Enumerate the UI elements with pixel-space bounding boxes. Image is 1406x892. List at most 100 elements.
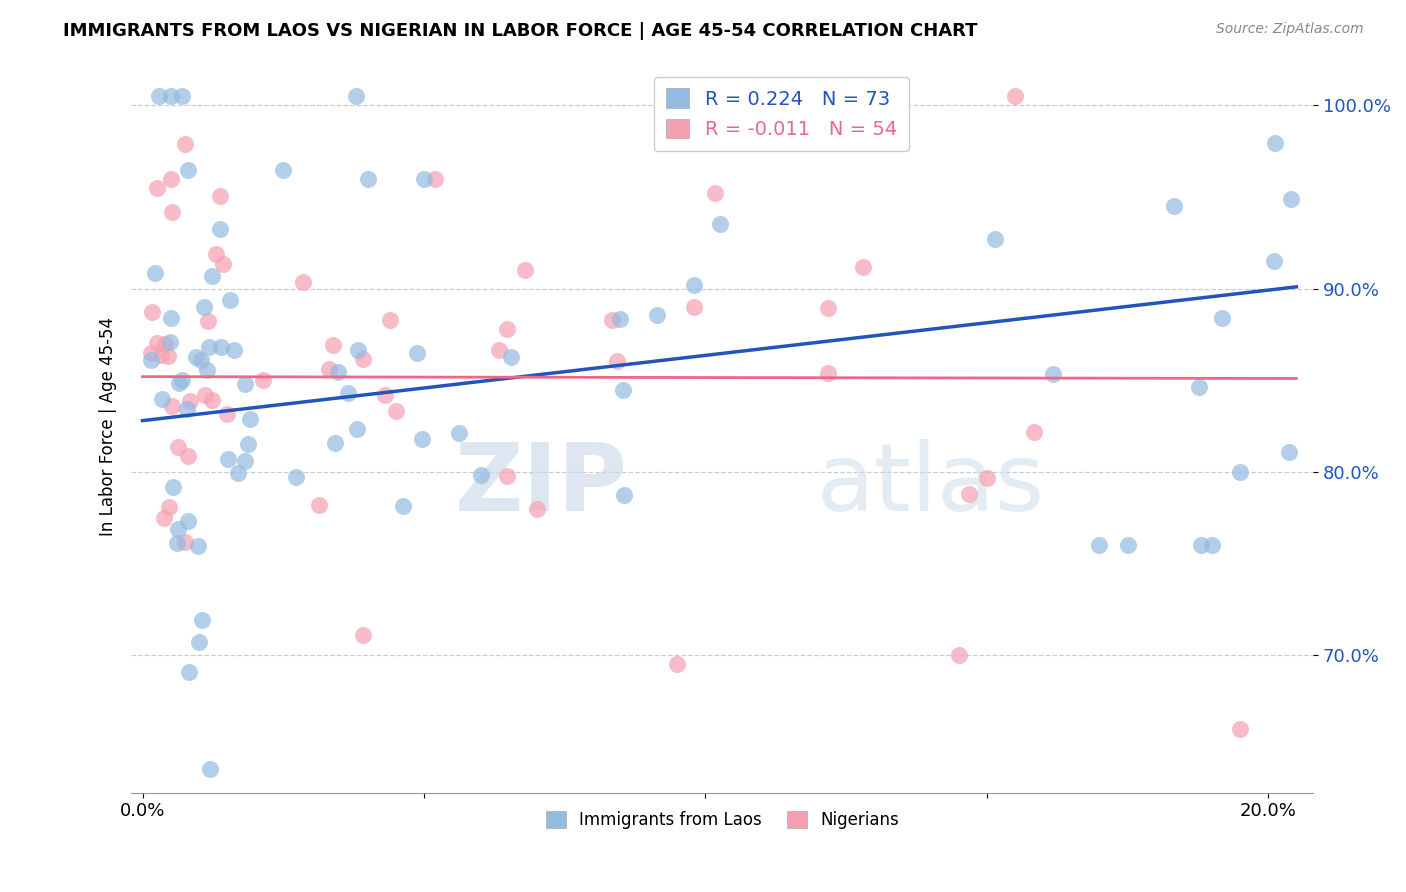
Point (1042, 367, 1064, 381)
Point (159, 89, 181, 103)
Point (194, 388, 217, 402)
Point (817, 366, 839, 380)
Point (170, 373, 193, 387)
Point (170, 89, 193, 103)
Point (1088, 538, 1111, 552)
Point (177, 449, 200, 463)
Point (174, 535, 197, 549)
Point (378, 313, 401, 327)
Point (186, 350, 208, 364)
Point (344, 89, 367, 103)
Point (160, 205, 183, 219)
Point (645, 308, 668, 322)
Point (347, 343, 370, 357)
Point (188, 635, 211, 649)
Point (352, 628, 374, 642)
Point (323, 435, 346, 450)
Point (166, 535, 188, 549)
Point (1278, 445, 1301, 459)
Point (208, 222, 231, 236)
Point (141, 345, 163, 359)
Point (236, 437, 259, 451)
Point (226, 467, 249, 481)
Point (150, 348, 173, 362)
Point (162, 399, 184, 413)
Point (222, 343, 245, 358)
Point (1211, 310, 1233, 325)
Point (526, 501, 548, 516)
Point (413, 171, 436, 186)
Point (984, 232, 1007, 246)
Point (198, 340, 221, 354)
Point (153, 337, 176, 351)
Point (198, 762, 221, 776)
Text: atlas: atlas (817, 439, 1045, 531)
Point (190, 614, 212, 628)
Point (166, 522, 188, 536)
Point (425, 171, 447, 186)
Point (201, 393, 224, 408)
Point (197, 314, 219, 328)
Point (308, 498, 330, 512)
Point (488, 343, 510, 357)
Point (159, 171, 181, 186)
Point (157, 500, 180, 514)
Point (1022, 425, 1045, 439)
Point (1004, 89, 1026, 103)
Point (346, 422, 368, 436)
Point (177, 665, 200, 679)
Point (613, 488, 636, 502)
Point (156, 349, 179, 363)
Point (411, 432, 433, 446)
Point (337, 386, 360, 401)
Point (384, 403, 406, 417)
Point (145, 335, 167, 350)
Point (193, 301, 215, 315)
Point (201, 268, 224, 283)
Text: ZIP: ZIP (454, 439, 627, 531)
Point (166, 440, 188, 454)
Point (141, 304, 163, 318)
Point (496, 469, 519, 483)
Point (162, 480, 184, 494)
Point (209, 340, 232, 354)
Point (957, 486, 980, 500)
Point (704, 186, 727, 201)
Point (1188, 380, 1211, 394)
Point (1189, 538, 1212, 552)
Point (1229, 465, 1251, 479)
Point (190, 353, 212, 368)
Point (159, 334, 181, 349)
Point (150, 392, 173, 406)
Point (146, 181, 169, 195)
Point (217, 452, 239, 467)
Point (284, 470, 307, 484)
Point (948, 648, 970, 663)
Point (683, 300, 706, 314)
Point (1163, 199, 1185, 213)
Point (139, 352, 162, 367)
Point (501, 350, 523, 364)
Point (406, 345, 429, 359)
Point (352, 351, 374, 366)
Point (1229, 722, 1251, 736)
Point (176, 402, 198, 417)
Point (235, 377, 257, 392)
Y-axis label: In Labor Force | Age 45-54: In Labor Force | Age 45-54 (100, 317, 117, 535)
Point (612, 383, 634, 397)
Point (322, 337, 344, 351)
Text: IMMIGRANTS FROM LAOS VS NIGERIAN IN LABOR FORCE | AGE 45-54 CORRELATION CHART: IMMIGRANTS FROM LAOS VS NIGERIAN IN LABO… (63, 22, 977, 40)
Point (683, 277, 706, 292)
Point (173, 136, 195, 151)
Point (148, 89, 170, 103)
Point (1281, 192, 1303, 206)
Point (356, 171, 378, 186)
Point (215, 407, 238, 421)
Point (817, 301, 839, 315)
Point (709, 218, 731, 232)
Point (392, 500, 415, 514)
Point (666, 657, 689, 672)
Point (515, 263, 537, 277)
Point (177, 514, 200, 528)
Legend: Immigrants from Laos, Nigerians: Immigrants from Laos, Nigerians (538, 804, 905, 836)
